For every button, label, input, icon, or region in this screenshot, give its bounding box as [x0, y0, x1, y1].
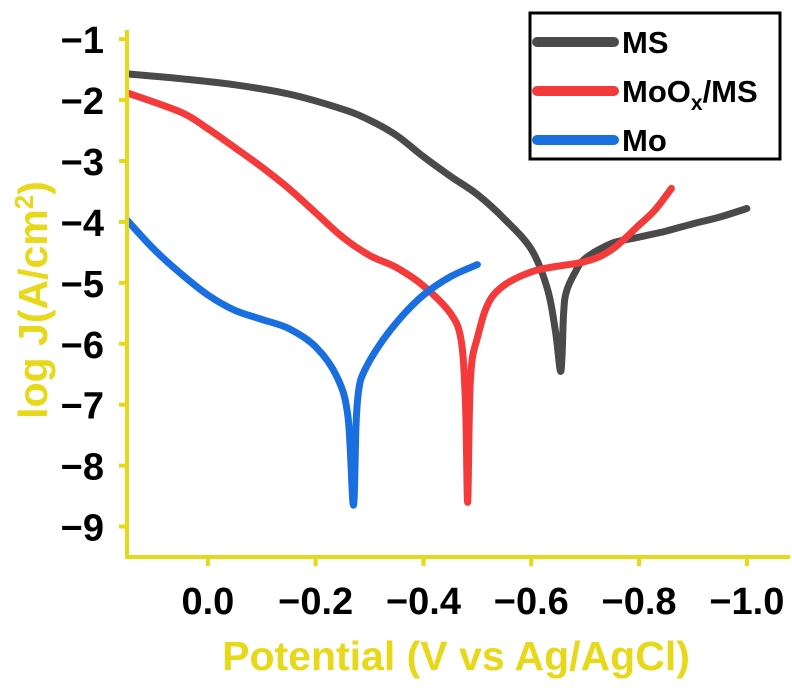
x-axis-title: Potential (V vs Ag/AgCl) [222, 633, 690, 679]
y-tick-label: −8 [61, 447, 104, 489]
y-tick-label: −7 [61, 386, 104, 428]
legend-label: Mo [622, 123, 667, 158]
y-tick-label: −4 [61, 203, 104, 245]
x-tick-label: −1.0 [709, 581, 784, 623]
y-tick-label: −9 [61, 508, 104, 550]
y-axis-title: log J(A/cm2) [9, 181, 56, 419]
x-tick-label: 0.0 [181, 581, 234, 623]
x-tick-label: −0.2 [278, 581, 353, 623]
y-tick-label: −5 [61, 264, 104, 306]
y-tick-label: −1 [61, 20, 104, 62]
legend: MS MoOx/MS Mo [528, 11, 782, 161]
y-ticks: −1 −2 −3 −4 −5 −6 −7 −8 −9 [61, 20, 127, 550]
x-tick-label: −0.4 [386, 581, 461, 623]
legend-label: MoOx/MS [622, 74, 758, 115]
y-tick-label: −6 [61, 325, 104, 367]
x-tick-label: −0.6 [494, 581, 569, 623]
series-line-ms [129, 70, 751, 375]
legend-label: MS [622, 25, 669, 60]
x-ticks: 0.0 −0.2 −0.4 −0.6 −0.8 −1.0 [181, 557, 784, 623]
y-tick-label: −2 [61, 81, 104, 123]
series-line-mo [129, 217, 481, 509]
y-tick-label: −3 [61, 142, 104, 184]
y-axis-title-superscript: 2 [9, 195, 39, 209]
x-tick-label: −0.8 [602, 581, 677, 623]
series-line-moox-ms [129, 89, 675, 506]
plot-series-group [129, 70, 751, 509]
